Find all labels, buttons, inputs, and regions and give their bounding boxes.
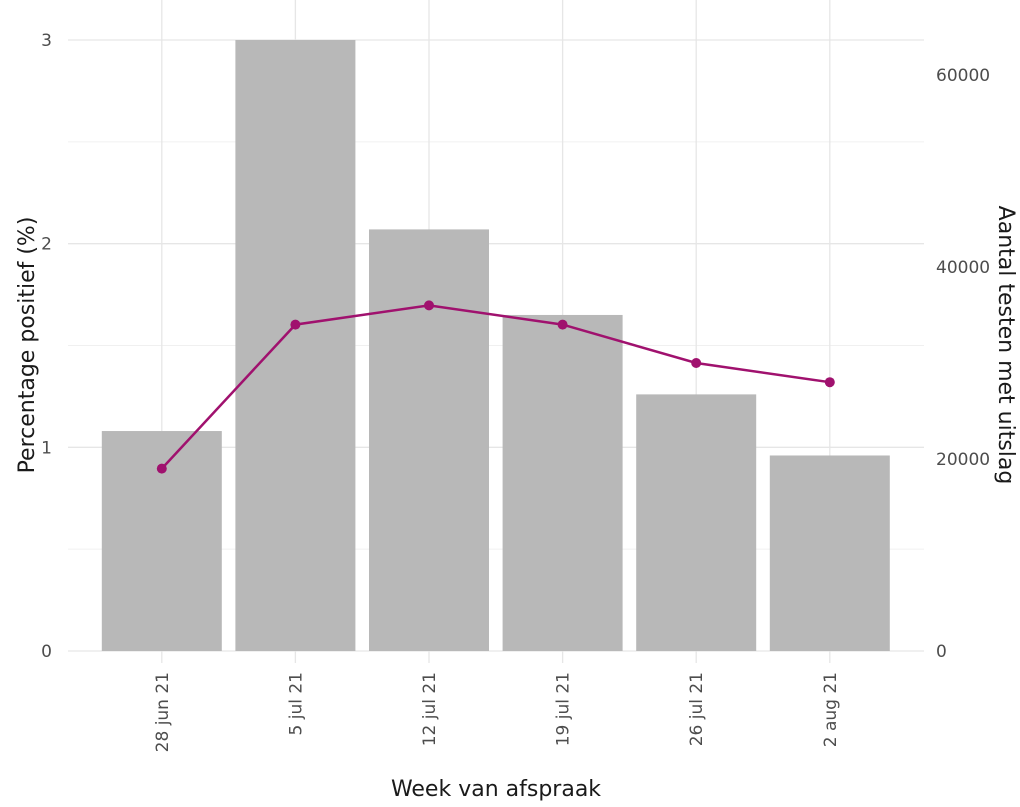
x-axis-ticks: 28 jun 21 5 jul 21 12 jul 21 19 jul 21 26 ju… [153,672,841,752]
y-tick-label: 3 [41,31,52,51]
y-tick-label: 0 [41,642,52,662]
bar [502,314,623,651]
x-tick-label: 26 jul 21 [687,672,707,746]
x-axis-title: Week van afspraak [391,777,601,802]
y2-tick-label: 60000 [936,66,990,86]
right-axis-ticks: 0 20000 40000 60000 [936,66,990,662]
y-tick-label: 1 [41,438,52,458]
y2-tick-label: 40000 [936,258,990,278]
left-axis-ticks: 0 1 2 3 [41,31,52,662]
bar [369,229,489,651]
line-point [424,300,434,311]
y-tick-label: 2 [41,235,52,255]
y2-tick-label: 0 [936,642,947,662]
bar [235,40,356,651]
y2-axis-title: Aantal testen met uitslag [993,206,1018,485]
line-series [156,300,835,474]
y-axis-title: Percentage positief (%) [15,217,40,474]
line-path [160,304,830,470]
y2-tick-label: 20000 [936,450,990,470]
x-tick-label: 5 jul 21 [286,672,306,735]
line-point [290,319,301,330]
x-tick-label: 19 jul 21 [554,672,574,746]
bar-series [101,40,890,651]
x-tick-label: 12 jul 21 [420,672,440,746]
bar [636,394,757,651]
x-tick-label: 2 aug 21 [821,672,841,747]
x-tick-label: 28 jun 21 [153,672,173,752]
line-point [557,319,568,330]
line-point [156,463,167,474]
bar [769,455,890,651]
line-point [824,377,835,388]
line-point [691,358,702,368]
